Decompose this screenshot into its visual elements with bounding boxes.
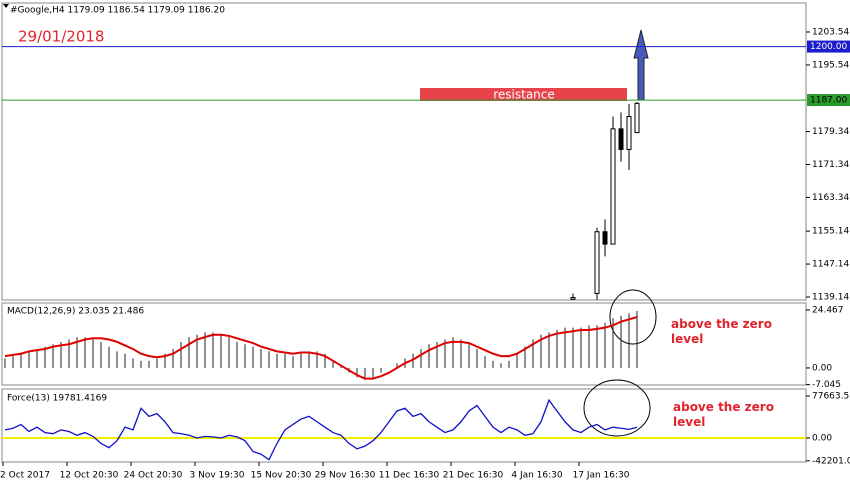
highlight-circle bbox=[583, 379, 651, 437]
x-tick-label: 12 Oct 20:30 bbox=[60, 471, 119, 481]
level-label-box bbox=[807, 40, 850, 53]
x-tick-label: 2 Oct 2017 bbox=[0, 471, 50, 481]
chart-title: #Google,H4 1179.09 1186.54 1179.09 1186.… bbox=[10, 6, 225, 16]
x-tick-label: 17 Jan 16:30 bbox=[573, 471, 630, 481]
annotation: above the zero level bbox=[671, 317, 772, 346]
force-title: Force(13) 19781.4169 bbox=[7, 394, 107, 404]
resistance-label: resistance bbox=[493, 88, 555, 102]
candle-body bbox=[570, 297, 576, 300]
x-tick-label: 21 Dec 16:30 bbox=[443, 471, 504, 481]
up-arrow bbox=[633, 29, 649, 101]
y-tick-label: 77663.58 bbox=[812, 391, 850, 401]
resistance-box bbox=[420, 88, 627, 101]
y-tick-label: 1203.54 bbox=[812, 28, 849, 38]
x-tick-label: 11 Dec 16:30 bbox=[379, 471, 440, 481]
y-tick-label: 1155.14 bbox=[812, 227, 849, 237]
y-tick-label: -7.045 bbox=[812, 380, 841, 390]
x-tick-label: 4 Jan 16:30 bbox=[511, 471, 563, 481]
candles bbox=[570, 101, 640, 300]
y-tick-label: 1139.14 bbox=[812, 292, 849, 302]
x-tick-label: 29 Nov 16:30 bbox=[315, 471, 376, 481]
y-tick-label: 1195.54 bbox=[812, 60, 849, 70]
y-tick-label: 24.467 bbox=[812, 305, 844, 315]
x-tick-label: 3 Nov 19:30 bbox=[190, 471, 245, 481]
level-label: 1187.00 bbox=[810, 96, 847, 106]
y-tick-label: 1163.34 bbox=[812, 193, 849, 203]
candle-body bbox=[610, 128, 616, 245]
x-tick-label: 15 Nov 20:30 bbox=[251, 471, 312, 481]
menu-arrow[interactable] bbox=[3, 4, 9, 8]
date-label: 29/01/2018 bbox=[18, 28, 104, 46]
level-label-box bbox=[807, 94, 850, 107]
macd-title: MACD(12,26,9) 23.035 21.486 bbox=[7, 307, 144, 317]
candle-body bbox=[594, 231, 600, 294]
force-line bbox=[4, 398, 638, 461]
annotation: above the zero level bbox=[673, 400, 774, 429]
level-label: 1200.00 bbox=[810, 42, 847, 52]
macd-pane bbox=[1, 302, 807, 386]
x-tick-label: 24 Oct 20:30 bbox=[124, 471, 183, 481]
main-pane bbox=[1, 2, 807, 301]
candle-body bbox=[626, 116, 632, 150]
candle-body bbox=[618, 128, 624, 150]
y-tick-label: 1147.14 bbox=[812, 260, 849, 270]
y-tick-label: 0.00 bbox=[812, 363, 832, 373]
y-tick-label: 1179.34 bbox=[812, 127, 849, 137]
candle-body bbox=[634, 102, 640, 134]
y-tick-label: 0.00 bbox=[812, 433, 832, 443]
force-pane bbox=[1, 388, 807, 463]
signal-line bbox=[4, 316, 638, 380]
candle-body bbox=[602, 231, 608, 245]
highlight-circle bbox=[609, 289, 657, 345]
y-tick-label: 1171.34 bbox=[812, 160, 849, 170]
y-tick-label: -42201.08 bbox=[812, 456, 850, 466]
